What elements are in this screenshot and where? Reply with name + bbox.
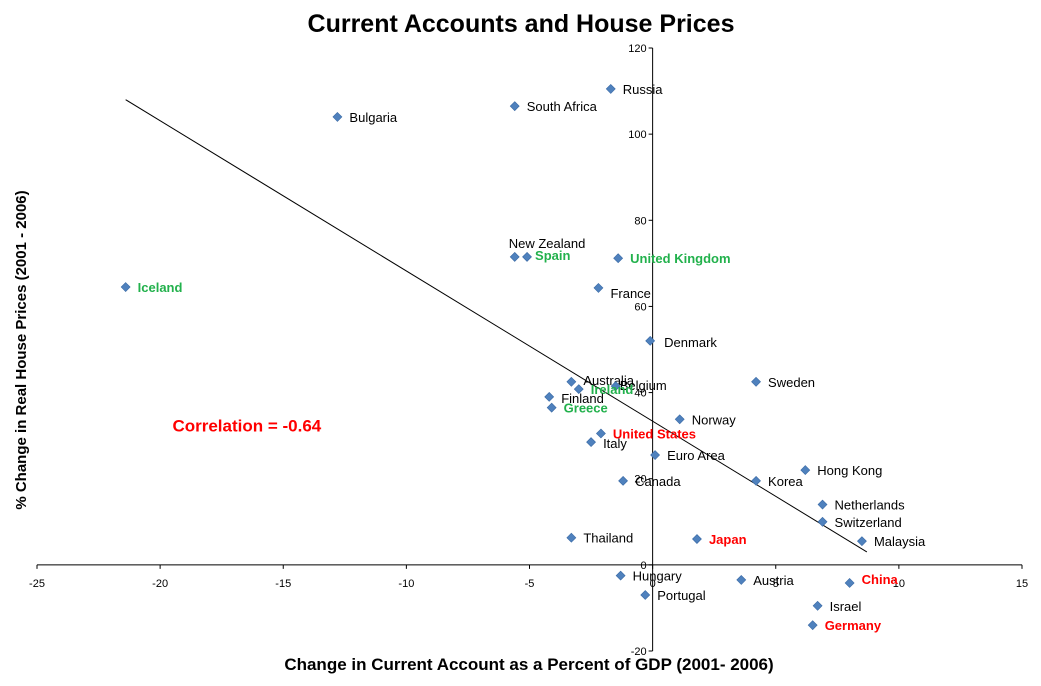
- x-tick-label: -20: [152, 578, 168, 590]
- data-point-marker: [613, 253, 624, 264]
- x-tick-label: 15: [1016, 578, 1028, 590]
- data-point-label: New Zealand: [509, 236, 586, 251]
- x-axis-label: Change in Current Account as a Percent o…: [284, 655, 773, 674]
- data-point-label: Korea: [768, 474, 803, 489]
- data-point-label: Hungary: [633, 569, 683, 584]
- data-point-marker: [674, 414, 685, 425]
- y-tick-label: 100: [628, 129, 646, 141]
- data-point-label: Portugal: [657, 588, 706, 603]
- data-point-marker: [645, 335, 656, 346]
- y-tick-label: 80: [634, 215, 646, 227]
- data-point-label: Netherlands: [835, 498, 906, 513]
- data-point-marker: [566, 532, 577, 543]
- data-point-marker: [857, 536, 867, 547]
- data-point-marker: [546, 402, 557, 413]
- data-point-label: Russia: [623, 82, 664, 97]
- data-point-marker: [751, 376, 761, 387]
- y-tick-label: 40: [634, 388, 646, 400]
- data-point-marker: [615, 570, 626, 581]
- data-point-label: Switzerland: [835, 515, 902, 530]
- data-point-label: United Kingdom: [630, 251, 730, 266]
- y-tick-label: 60: [634, 301, 646, 313]
- data-point-marker: [736, 575, 747, 585]
- y-tick-label: 0: [641, 560, 647, 572]
- y-tick-label: -20: [631, 646, 647, 658]
- x-tick-label: -25: [29, 578, 45, 590]
- data-point-label: Belgium: [620, 378, 667, 393]
- data-point-label: Hong Kong: [817, 463, 882, 478]
- chart-title: Current Accounts and House Prices: [308, 10, 735, 38]
- data-point-marker: [586, 437, 596, 448]
- data-point-marker: [509, 101, 520, 112]
- data-point-marker: [650, 450, 661, 460]
- data-point-marker: [844, 578, 855, 588]
- data-point-marker: [509, 251, 520, 262]
- data-point-marker: [817, 516, 828, 527]
- data-point-marker: [332, 111, 343, 122]
- data-point-marker: [812, 600, 823, 611]
- data-point-marker: [120, 282, 131, 292]
- axes: -25 -20 -15 -10 -5 0 5 10 15 -20 0 20 40 60 80 100 120: [29, 43, 1028, 658]
- x-tick-label: 5: [773, 578, 779, 590]
- data-point-label: Ireland: [591, 382, 634, 397]
- data-point-label: Austria: [753, 573, 794, 588]
- data-point-label: Sweden: [768, 375, 815, 390]
- y-tick-label: 120: [628, 43, 646, 55]
- data-point-marker: [566, 376, 577, 387]
- data-point-marker: [595, 428, 606, 439]
- data-point-label: Finland: [561, 391, 604, 406]
- data-point-marker: [751, 475, 761, 486]
- data-point-marker: [544, 391, 555, 402]
- y-tick-label: 20: [634, 474, 646, 486]
- data-point-label: Spain: [535, 248, 570, 263]
- data-point-marker: [593, 282, 604, 293]
- data-point-marker: [800, 465, 811, 476]
- correlation-annotation: Correlation = -0.64: [172, 416, 321, 435]
- data-point-label: South Africa: [527, 99, 598, 114]
- data-points: Russia South Africa Bulgaria New ZealandSpa…: [120, 82, 926, 633]
- data-point-marker: [610, 381, 621, 392]
- data-point-label: Australia: [583, 373, 634, 388]
- data-point-label: Italy: [603, 436, 627, 451]
- data-point-label: Euro Area: [667, 448, 726, 463]
- data-point-label: China: [862, 572, 899, 587]
- x-tick-label: -5: [525, 578, 535, 590]
- data-point-label: Malaysia: [874, 534, 926, 549]
- data-point-marker: [605, 83, 616, 94]
- data-point-label: Canada: [635, 474, 681, 489]
- x-tick-label: -10: [398, 578, 414, 590]
- trendline: [125, 99, 868, 553]
- data-point-marker: [692, 534, 702, 544]
- data-point-label: United States: [613, 426, 696, 441]
- x-tick-label: -15: [275, 578, 291, 590]
- y-axis-label: % Change in Real House Prices (2001 - 20…: [13, 190, 30, 509]
- trendline-group: [125, 99, 868, 553]
- x-tick-label: 10: [893, 578, 905, 590]
- data-point-marker: [522, 251, 532, 262]
- data-point-label: Israel: [830, 599, 862, 614]
- data-point-label: Iceland: [138, 280, 183, 295]
- data-point-label: Denmark: [664, 335, 717, 350]
- data-point-label: Greece: [564, 401, 608, 416]
- data-point-label: Germany: [825, 618, 882, 633]
- data-point-label: France: [610, 286, 650, 301]
- data-point-marker: [573, 384, 584, 395]
- data-point-label: Thailand: [583, 531, 633, 546]
- data-point-marker: [817, 499, 828, 510]
- data-point-marker: [807, 620, 818, 631]
- data-point-label: Japan: [709, 532, 747, 547]
- data-point-label: Bulgaria: [349, 110, 397, 125]
- data-point-marker: [618, 475, 628, 486]
- data-point-label: Norway: [692, 412, 737, 427]
- data-point-marker: [640, 590, 651, 600]
- x-tick-label: 0: [650, 578, 656, 590]
